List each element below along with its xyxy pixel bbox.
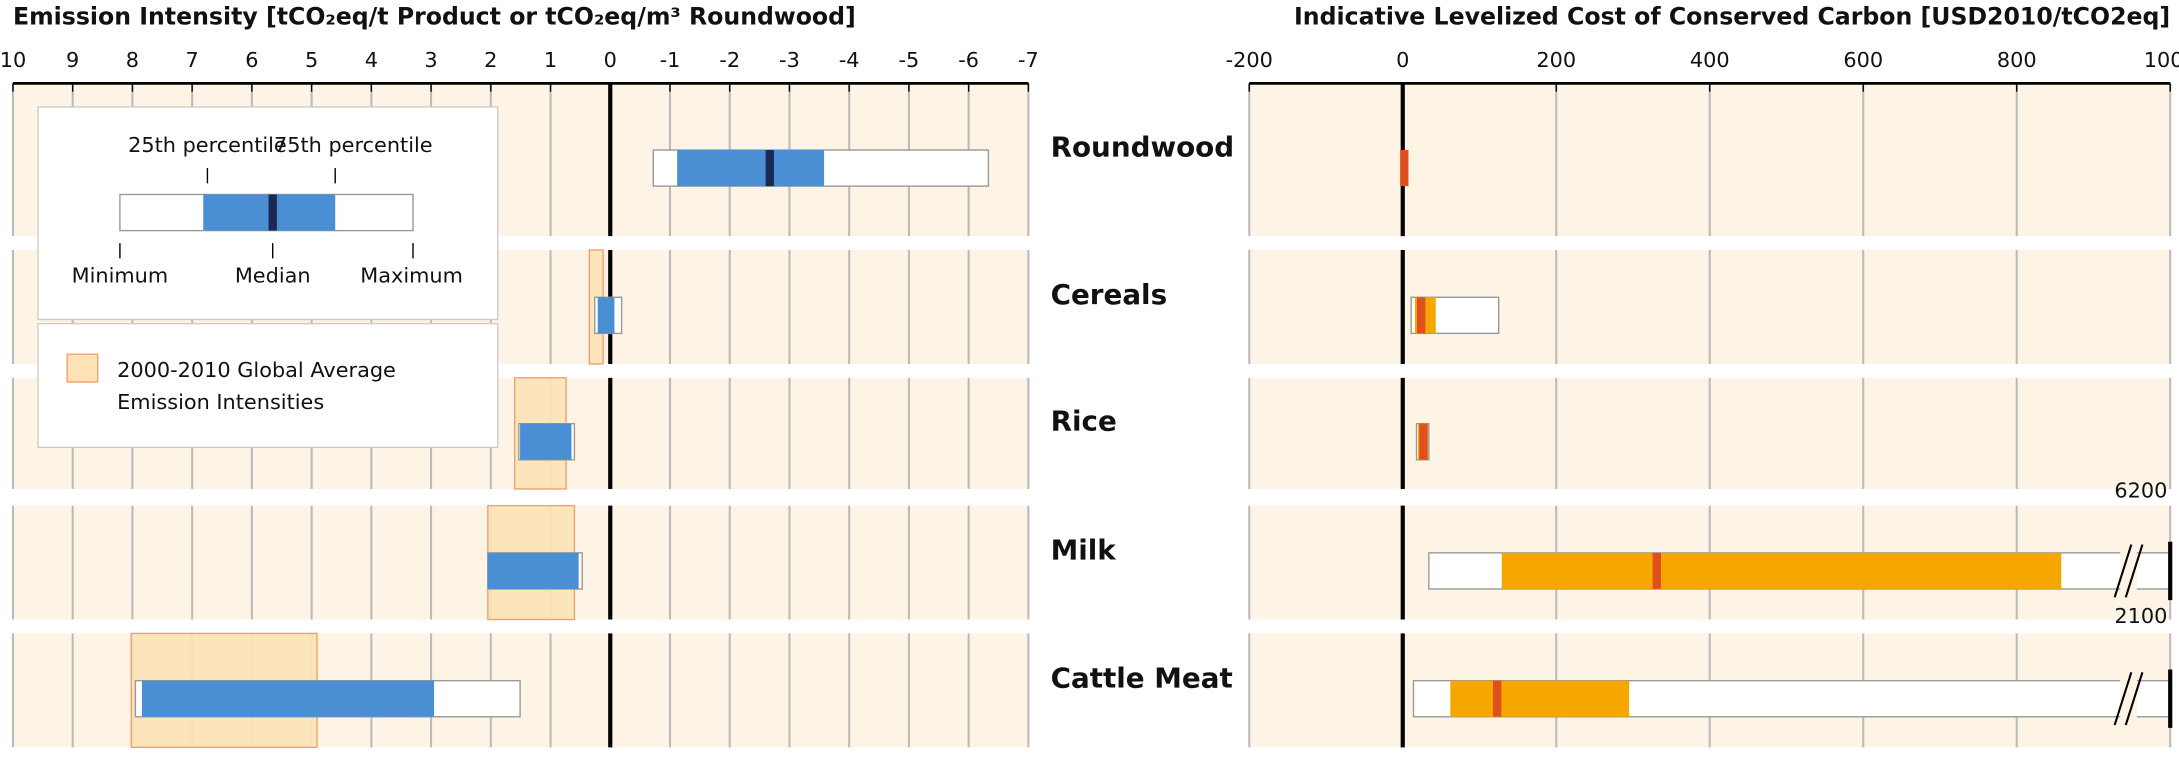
category-label: Roundwood: [1051, 131, 1235, 164]
axis-break: [2113, 544, 2133, 598]
x-tick-label: 10: [0, 48, 26, 72]
x-tick-label: -5: [899, 48, 920, 72]
x-tick-label: 7: [186, 48, 199, 72]
legend-label: 2000-2010 Global Average: [117, 358, 396, 382]
x-tick-label: 800: [1997, 48, 2037, 72]
axis-break: [2124, 544, 2144, 598]
interquartile-bar: [141, 680, 435, 717]
x-tick-label: 0: [1396, 48, 1409, 72]
category-label: Milk: [1051, 533, 1117, 566]
median-mark: [765, 150, 774, 187]
x-tick-label: 9: [66, 48, 79, 72]
x-tick-label: -1: [660, 48, 681, 72]
axis-break: [2120, 672, 2137, 726]
legend-label: Maximum: [360, 263, 463, 287]
x-tick-label: -2: [719, 48, 740, 72]
x-tick-label: 0: [604, 48, 617, 72]
x-tick-label: 5: [305, 48, 318, 72]
legend-label: Emission Intensities: [117, 390, 324, 414]
legend-label: Minimum: [72, 263, 169, 287]
x-tick-label: -200: [1226, 48, 1273, 72]
x-tick-label: 4: [365, 48, 378, 72]
legend: 25th percentile 75th percentile Minimum …: [37, 106, 499, 448]
x-tick-label: 1: [544, 48, 557, 72]
x-tick-label: 400: [1690, 48, 1730, 72]
x-tick-label: -4: [839, 48, 860, 72]
chart-title: Indicative Levelized Cost of Conserved C…: [1294, 3, 2170, 31]
category-label: Rice: [1051, 404, 1117, 437]
interquartile-bar: [597, 297, 615, 334]
axis-break: [2120, 544, 2137, 598]
interquartile-bar: [1501, 552, 2062, 589]
x-tick-label: 1000: [2144, 48, 2179, 72]
category-label: Cattle Meat: [1051, 661, 1233, 694]
interquartile-bar: [520, 423, 572, 460]
interquartile-bar: [677, 150, 825, 187]
legend-label: 25th percentile: [128, 133, 287, 157]
x-tick-label: 2: [484, 48, 497, 72]
x-tick-label: -3: [779, 48, 800, 72]
legend-label: 75th percentile: [274, 133, 433, 157]
legend-sample: [268, 194, 277, 231]
median-mark: [1416, 297, 1426, 334]
interquartile-bar: [1450, 680, 1630, 717]
interquartile-bar: [487, 552, 579, 589]
x-tick-label: -6: [958, 48, 979, 72]
x-tick-label: 8: [126, 48, 139, 72]
chart-title: Emission Intensity [tCO₂eq/t Product or …: [13, 3, 856, 31]
axis-break: [2124, 672, 2144, 726]
legend-label: Median: [235, 263, 311, 287]
axis-break: [2113, 672, 2133, 726]
max-label: 6200: [2114, 479, 2167, 503]
median-mark: [1492, 680, 1502, 717]
median-mark: [1400, 150, 1409, 187]
median-mark: [1419, 423, 1428, 460]
x-tick-label: 200: [1536, 48, 1576, 72]
median-mark: [1652, 552, 1661, 589]
marks: [134, 149, 2173, 728]
x-tick-label: 3: [424, 48, 437, 72]
legend-box: [37, 322, 499, 448]
x-tick-label: 6: [245, 48, 258, 72]
max-label: 2100: [2114, 604, 2167, 628]
category-label: Cereals: [1051, 278, 1168, 311]
x-tick-label: -7: [1018, 48, 1039, 72]
x-tick-label: 600: [1843, 48, 1883, 72]
legend-swatch: [66, 353, 99, 383]
